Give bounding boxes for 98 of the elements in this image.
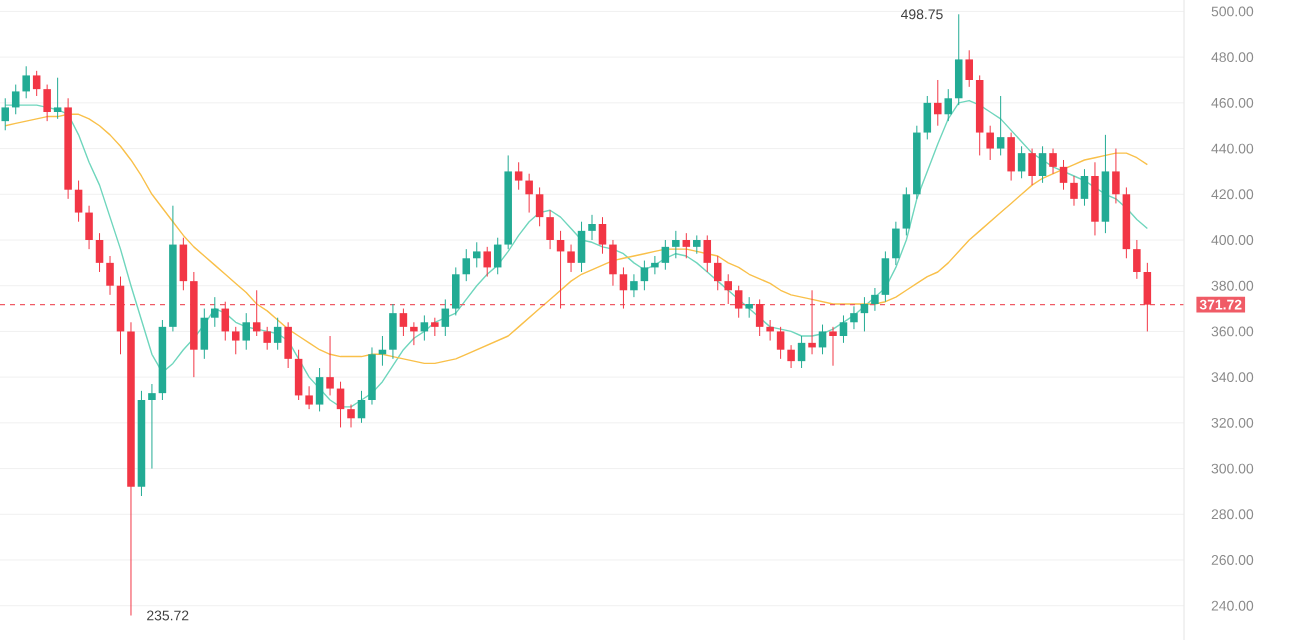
candlestick xyxy=(263,326,271,351)
candlestick xyxy=(1049,148,1057,175)
candlestick xyxy=(1,97,10,131)
candlestick xyxy=(1143,262,1152,332)
candlestick xyxy=(211,296,219,328)
candlestick xyxy=(860,296,869,332)
candlestick xyxy=(567,244,575,273)
candlestick xyxy=(1038,145,1047,184)
candlestick xyxy=(1007,132,1015,182)
candlestick xyxy=(179,237,188,291)
candlestick xyxy=(619,266,628,310)
candlestick xyxy=(755,298,764,337)
candlestick xyxy=(1091,161,1099,236)
candlestick xyxy=(74,180,83,223)
candlestick xyxy=(787,344,795,369)
candlestick xyxy=(902,186,911,236)
candlestick xyxy=(368,346,376,406)
candlestick xyxy=(703,234,712,273)
candlestick xyxy=(472,241,481,268)
candlestick xyxy=(829,326,837,367)
candlestick xyxy=(630,273,638,298)
candlestick xyxy=(525,173,533,214)
candlestick xyxy=(389,303,397,360)
candlestick xyxy=(672,230,680,259)
candlestick xyxy=(871,287,879,312)
candlestick xyxy=(431,317,439,337)
candlestick xyxy=(881,250,890,303)
candlestick xyxy=(797,335,806,369)
candlestick xyxy=(294,349,303,401)
candlestick xyxy=(95,232,104,273)
candlestick xyxy=(336,381,345,428)
candlestick xyxy=(85,205,93,250)
candlestick xyxy=(766,319,774,342)
candlestick xyxy=(577,221,586,273)
candlestick xyxy=(535,186,544,227)
candlestick xyxy=(996,95,1005,156)
candlestick xyxy=(252,289,261,337)
candlestick xyxy=(11,84,20,115)
candlestick xyxy=(944,88,953,122)
candlestick xyxy=(1017,145,1026,179)
candlestick xyxy=(850,305,858,330)
candlestick xyxy=(53,77,62,120)
candlestick xyxy=(399,308,408,337)
candlestick xyxy=(148,383,156,470)
candlestick xyxy=(651,255,659,275)
candlestick xyxy=(609,239,617,287)
candlestick xyxy=(661,239,670,271)
candlestick xyxy=(420,314,429,342)
candlestick xyxy=(546,209,554,250)
candlestick xyxy=(452,266,460,316)
candlestick xyxy=(745,296,753,319)
candlestick xyxy=(588,214,596,241)
candlestick xyxy=(357,390,366,424)
candlestick xyxy=(326,335,334,396)
candlestick xyxy=(116,276,125,355)
candlestick xyxy=(441,298,450,337)
candlestick xyxy=(734,285,743,319)
candlestick xyxy=(514,161,523,191)
candlestick xyxy=(43,84,51,122)
candlestick xyxy=(32,70,41,97)
candlestick xyxy=(724,273,732,305)
candlestick xyxy=(483,246,491,278)
candlestick xyxy=(808,289,816,355)
candlestick xyxy=(934,79,942,127)
candlestick xyxy=(410,321,418,346)
candlestick xyxy=(598,216,607,255)
candlestick xyxy=(713,255,722,291)
candlestick xyxy=(923,95,932,140)
candlestick xyxy=(1059,159,1068,191)
candlestick xyxy=(1070,175,1078,207)
candlestick xyxy=(892,221,900,266)
candlestick xyxy=(1028,148,1036,186)
candlestick xyxy=(462,248,471,282)
candlestick xyxy=(221,301,230,342)
candlestick xyxy=(1080,168,1089,207)
candlestick xyxy=(273,317,282,351)
candlestick xyxy=(818,324,827,355)
candlestick xyxy=(986,125,994,161)
candlestick xyxy=(284,321,292,369)
candlestick xyxy=(200,308,209,360)
candlestick xyxy=(347,404,355,428)
candlestick xyxy=(305,385,313,410)
candlestick xyxy=(776,326,785,360)
candlestick xyxy=(315,367,324,412)
candlestick xyxy=(106,255,114,296)
candlestick xyxy=(839,314,848,344)
candlestick xyxy=(1112,148,1120,204)
candlestick xyxy=(954,13,963,106)
candlestick xyxy=(231,326,240,355)
candlestick xyxy=(242,312,251,351)
candlestick xyxy=(640,260,649,291)
candlestick xyxy=(493,237,502,275)
candlestick xyxy=(22,65,30,99)
candlestick xyxy=(965,49,973,88)
candlestick xyxy=(682,232,691,259)
candlestick xyxy=(1133,239,1141,280)
candlestick xyxy=(556,230,565,310)
candlestick xyxy=(693,234,701,255)
